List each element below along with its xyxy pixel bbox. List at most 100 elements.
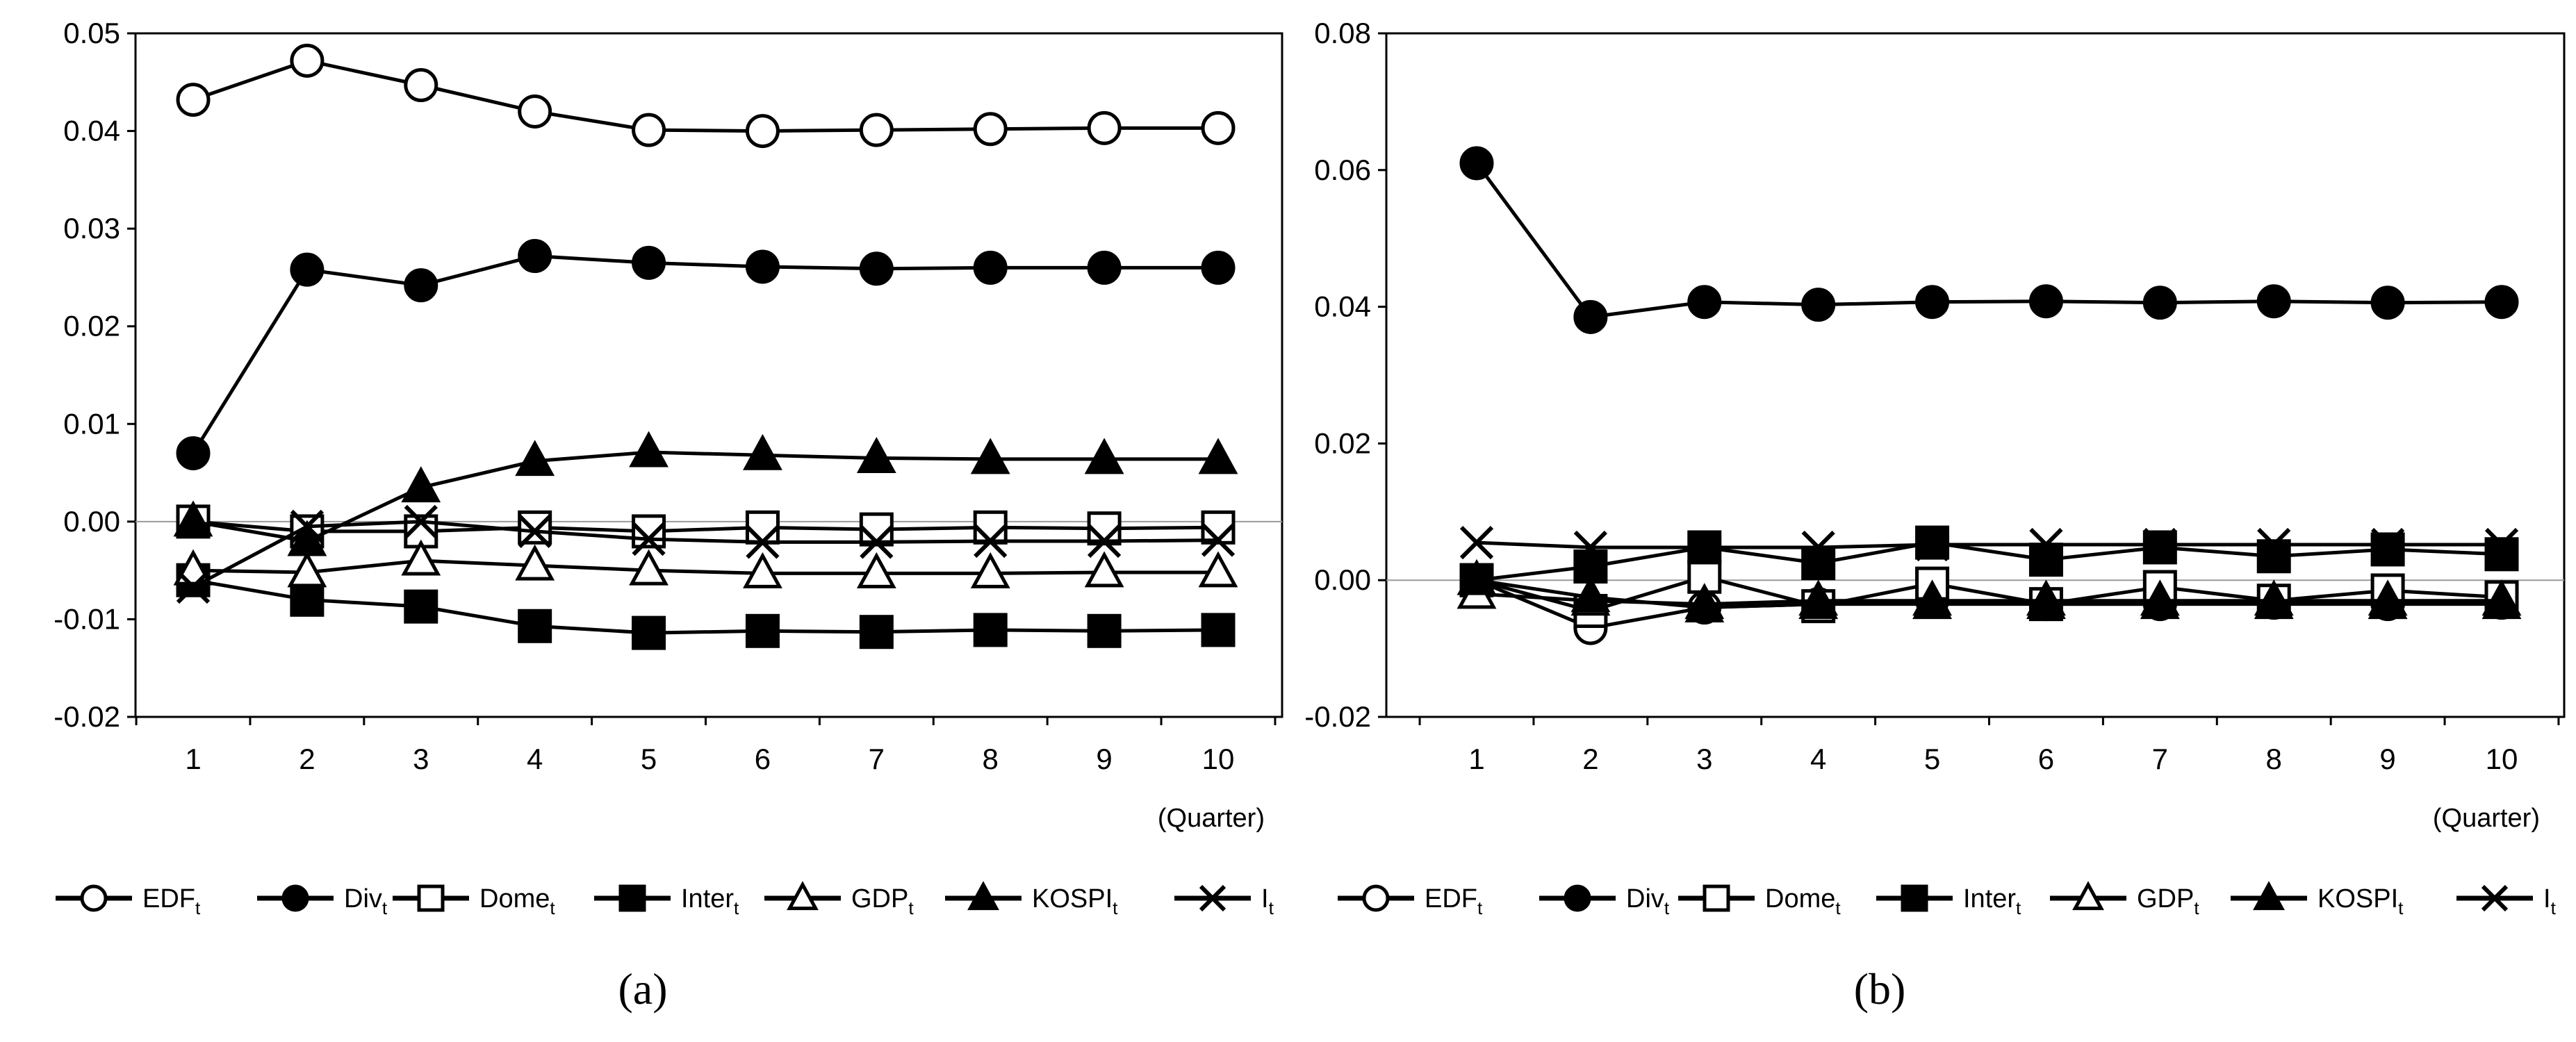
data-point-edf (632, 113, 666, 147)
legend-label: It (1261, 884, 1274, 918)
legend-marker-i (2481, 884, 2509, 912)
y-tick-label: -0.02 (54, 700, 120, 733)
legend-marker-dome (417, 884, 445, 912)
y-tick-label: 0.06 (1314, 154, 1371, 186)
panel-caption: (a) (618, 964, 667, 1014)
x-tick-label: 5 (641, 743, 657, 775)
data-point-inter (2370, 532, 2405, 567)
x-axis-label: (Quarter) (1158, 804, 1265, 833)
series-dome (1459, 559, 2519, 628)
x-tick-label: 1 (1468, 743, 1484, 775)
data-point-inter (290, 582, 325, 617)
data-point-inter (2028, 543, 2063, 577)
data-point-div (1687, 285, 1722, 320)
data-point-inter (1801, 546, 1836, 581)
legend-label: EDFt (142, 884, 201, 918)
data-point-kospi (1084, 438, 1124, 474)
data-point-kospi (856, 436, 896, 473)
legend-item-edf: EDFt (1338, 884, 1483, 918)
data-point-i (1459, 525, 1494, 560)
series-line-i (1476, 540, 2502, 549)
legend-label: Divt (1626, 884, 1670, 918)
legend-label-subscript: t (1113, 898, 1118, 918)
y-tick-label: 0.03 (63, 212, 120, 245)
x-tick-label: 8 (2266, 743, 2282, 775)
series-line-edf (192, 58, 1218, 133)
series-line-dome (1476, 574, 2502, 613)
legend-item-i: It (1174, 884, 1274, 918)
legend: EDFt Divt Domet Intert GDPt KOSPIt It (1338, 881, 2557, 918)
data-point-i (2484, 527, 2519, 562)
series-kospi (173, 431, 1238, 556)
legend-label: KOSPIt (2317, 884, 2404, 918)
data-point-div (2370, 286, 2405, 320)
series-line-inter (192, 578, 1219, 635)
legend-label-subscript: t (2551, 898, 2557, 918)
data-point-inter (1201, 613, 1236, 647)
series-line-div (1475, 162, 2502, 319)
series-line-div (191, 254, 1218, 454)
data-point-kospi (2481, 583, 2522, 620)
data-point-edf (290, 43, 325, 78)
series-div (176, 239, 1236, 470)
data-point-i (2370, 527, 2405, 562)
series-gdp (1457, 572, 2522, 620)
data-point-i (1915, 527, 1949, 562)
series-div (1459, 146, 2519, 334)
x-tick-label: 4 (1810, 743, 1826, 775)
data-point-div (404, 268, 438, 303)
y-tick-label: -0.01 (54, 602, 120, 635)
data-point-i (2029, 527, 2063, 562)
panel-caption: (b) (1854, 964, 1906, 1014)
data-point-edf (859, 113, 894, 147)
data-point-gdp (1198, 551, 1238, 588)
y-tick-label: 0.04 (1314, 290, 1371, 323)
data-point-i (1687, 530, 1721, 565)
data-point-div (176, 436, 211, 470)
data-point-gdp (401, 539, 441, 576)
y-tick-label: 0.02 (1314, 427, 1371, 459)
data-point-div (2484, 285, 2519, 320)
x-tick-label: 7 (2152, 743, 2168, 775)
series-line-gdp (192, 559, 1218, 575)
data-point-gdp (515, 544, 555, 581)
data-point-edf (518, 94, 552, 129)
legend-marker-i (1199, 884, 1227, 912)
series-inter (1459, 525, 2519, 597)
legend-label: Domet (479, 884, 555, 918)
data-point-i (404, 504, 438, 538)
legend-label: GDPt (851, 884, 914, 918)
legend-label-subscript: t (2398, 898, 2404, 918)
legend-item-edf: EDFt (56, 884, 201, 918)
data-point-div (2142, 286, 2177, 320)
data-point-div (1801, 288, 1836, 322)
legend-item-div: Divt (1539, 884, 1670, 918)
series-line-dome (192, 520, 1219, 534)
legend-label-subscript: t (1269, 898, 1274, 918)
x-tick-label: 2 (299, 743, 315, 775)
data-point-div (859, 251, 894, 286)
x-tick-label: 7 (869, 743, 885, 775)
data-point-div (2028, 284, 2063, 319)
legend-label: Domet (1765, 884, 1841, 918)
legend-label: It (2543, 884, 2557, 918)
data-point-i (290, 509, 325, 544)
data-point-kospi (2368, 583, 2408, 620)
legend-label: Divt (344, 884, 388, 918)
data-point-i (2143, 527, 2177, 562)
legend-label-subscript: t (382, 898, 388, 918)
data-point-i (176, 570, 211, 604)
chart-panel-1: -0.02 -0.01 0.00 0.01 0.02 0.03 0.04 0.05 1 2 3 4 5 6… (54, 17, 1283, 1014)
legend-marker-inter (1901, 884, 1928, 912)
x-tick-label: 9 (1096, 743, 1112, 775)
data-point-gdp (743, 552, 782, 588)
data-point-kospi (287, 520, 327, 556)
data-point-gdp (629, 549, 668, 586)
data-point-div (1087, 250, 1122, 285)
legend-label: EDFt (1425, 884, 1483, 918)
data-point-inter (1087, 613, 1122, 648)
series-line-kospi (1476, 578, 2502, 610)
legend-label-subscript: t (2016, 898, 2021, 918)
legend-item-inter: Intert (1876, 884, 2021, 918)
data-point-inter (404, 589, 438, 624)
